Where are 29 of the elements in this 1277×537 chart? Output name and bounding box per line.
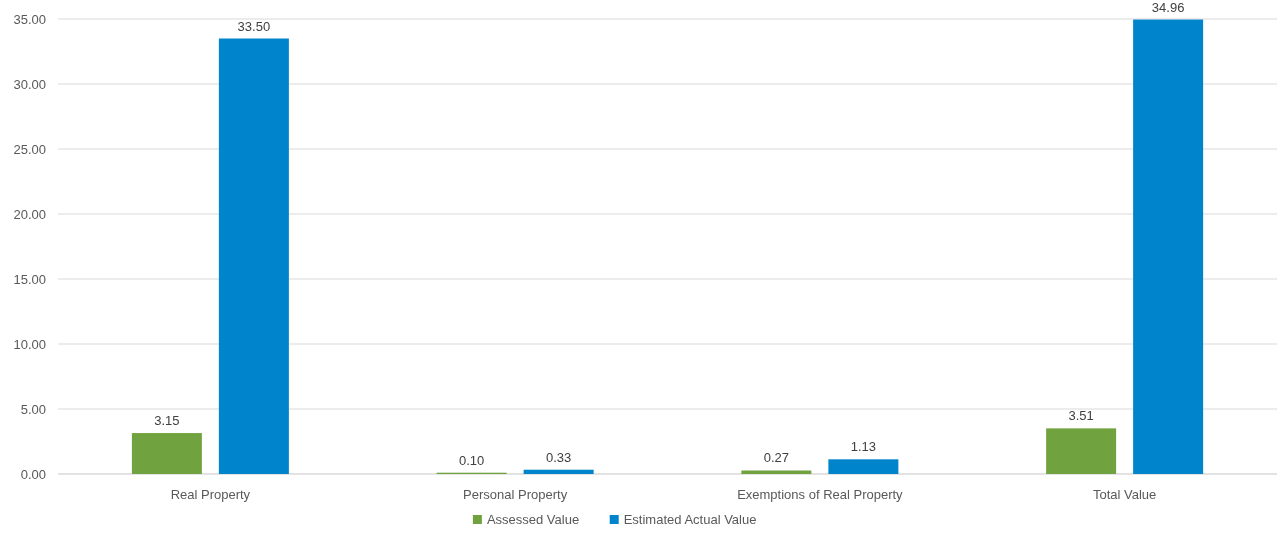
data-label: 3.51	[1068, 408, 1094, 424]
data-label: 0.27	[763, 450, 790, 466]
bar	[828, 459, 899, 474]
y-tick-label: 15.00	[13, 271, 46, 287]
bar	[1133, 19, 1204, 474]
y-tick-label: 5.00	[20, 401, 46, 417]
data-label: 3.15	[154, 413, 180, 429]
x-tick-label: Real Property	[170, 487, 251, 502]
data-label: 0.33	[545, 449, 572, 465]
y-tick-label: 20.00	[13, 206, 46, 222]
data-label: 1.13	[850, 439, 877, 455]
bar	[741, 470, 812, 474]
y-tick-label: 10.00	[13, 336, 46, 352]
x-tick-label: Total Value	[1092, 487, 1157, 502]
y-tick-label: 30.00	[13, 76, 46, 92]
legend-label: Estimated Actual Value	[623, 512, 757, 527]
x-tick-label: Personal Property	[463, 487, 568, 502]
bar	[523, 469, 594, 474]
y-tick-label: 25.00	[13, 141, 46, 157]
bar	[1046, 428, 1117, 474]
data-label: 33.50	[237, 18, 271, 34]
data-label: 0.10	[458, 452, 485, 468]
y-tick-label: 35.00	[13, 11, 46, 27]
y-tick-label: 0.00	[20, 466, 46, 482]
x-tick-label: Exemptions of Real Property	[737, 487, 904, 502]
bar	[218, 38, 289, 474]
legend-label: Assessed Value	[486, 512, 580, 527]
bar	[131, 433, 202, 474]
data-label: 34.96	[1151, 0, 1185, 15]
